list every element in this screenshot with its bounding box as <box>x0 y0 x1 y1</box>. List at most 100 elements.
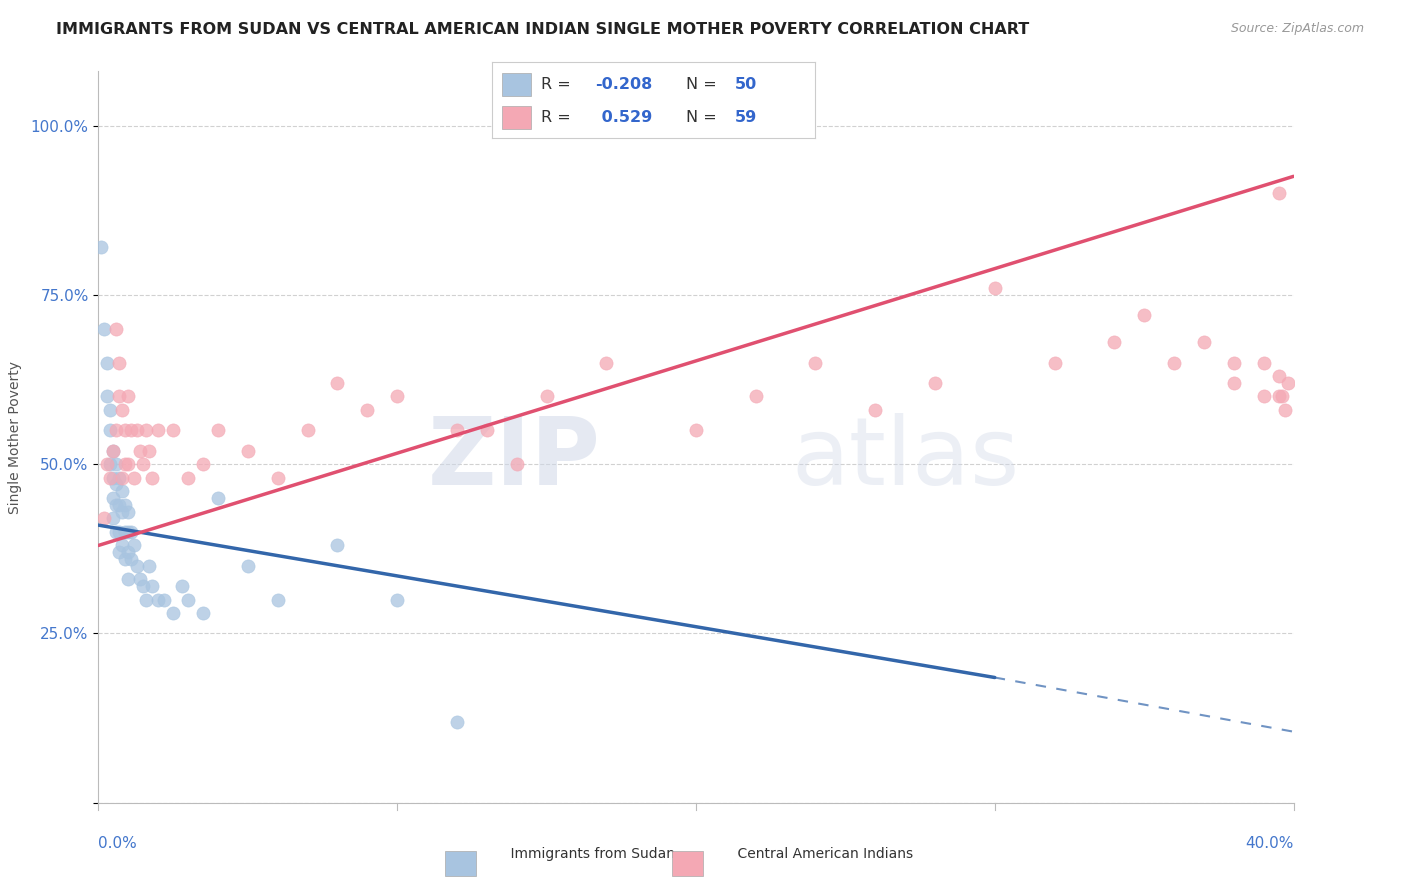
Text: IMMIGRANTS FROM SUDAN VS CENTRAL AMERICAN INDIAN SINGLE MOTHER POVERTY CORRELATI: IMMIGRANTS FROM SUDAN VS CENTRAL AMERICA… <box>56 22 1029 37</box>
Point <box>141 579 163 593</box>
Point <box>108 471 131 485</box>
Text: N =: N = <box>686 111 723 125</box>
Point <box>1277 376 1299 390</box>
Point <box>1043 355 1066 369</box>
Point <box>117 572 139 586</box>
Text: R =: R = <box>540 111 575 125</box>
Point <box>207 423 229 437</box>
Point <box>129 572 152 586</box>
Point <box>1267 369 1289 384</box>
Point <box>127 558 149 573</box>
Point <box>105 524 128 539</box>
Point <box>105 423 128 437</box>
Point <box>105 457 128 471</box>
Point <box>162 606 184 620</box>
Point <box>114 524 136 539</box>
Text: 40.0%: 40.0% <box>1246 836 1294 851</box>
Point <box>93 322 115 336</box>
Point <box>1253 389 1275 403</box>
Point <box>127 423 149 437</box>
Point <box>207 491 229 505</box>
Point <box>865 403 887 417</box>
Point <box>98 423 122 437</box>
Point <box>162 423 184 437</box>
Point <box>103 443 125 458</box>
Point <box>96 389 118 403</box>
Point <box>236 558 259 573</box>
Point <box>804 355 827 369</box>
Point <box>114 457 136 471</box>
Point <box>105 498 128 512</box>
Point <box>138 443 160 458</box>
Point <box>124 471 146 485</box>
Point <box>1267 389 1289 403</box>
Text: Central American Indians: Central American Indians <box>720 847 912 861</box>
Point <box>120 423 142 437</box>
Point <box>153 592 176 607</box>
Text: 50: 50 <box>734 77 756 92</box>
Point <box>120 552 142 566</box>
Point <box>745 389 768 403</box>
Point <box>111 538 134 552</box>
Point <box>446 423 468 437</box>
Point <box>1104 335 1126 350</box>
Point <box>98 403 122 417</box>
Point <box>984 281 1007 295</box>
Point <box>103 471 125 485</box>
Point <box>1223 355 1246 369</box>
Point <box>1192 335 1215 350</box>
Point <box>96 355 118 369</box>
Point <box>98 471 122 485</box>
Point <box>111 403 134 417</box>
Point <box>1163 355 1185 369</box>
Text: 59: 59 <box>734 111 756 125</box>
Point <box>117 457 139 471</box>
Point <box>103 443 125 458</box>
Point <box>105 322 128 336</box>
Point <box>685 423 707 437</box>
Point <box>90 240 112 254</box>
Point <box>114 498 136 512</box>
Point <box>111 471 134 485</box>
Text: 0.529: 0.529 <box>596 111 652 125</box>
Point <box>132 579 155 593</box>
Point <box>117 505 139 519</box>
Point <box>385 389 409 403</box>
Point <box>138 558 160 573</box>
Point <box>108 389 131 403</box>
Point <box>1253 355 1275 369</box>
Point <box>108 355 131 369</box>
Point <box>98 457 122 471</box>
Point <box>236 443 259 458</box>
Point <box>1271 389 1294 403</box>
Point <box>120 524 142 539</box>
Point <box>129 443 152 458</box>
Text: Immigrants from Sudan: Immigrants from Sudan <box>494 847 675 861</box>
Point <box>111 484 134 499</box>
Point <box>124 538 146 552</box>
Point <box>326 538 349 552</box>
Point <box>114 552 136 566</box>
Point <box>177 471 200 485</box>
Point <box>105 477 128 491</box>
Point <box>191 457 214 471</box>
Point <box>117 545 139 559</box>
Point <box>148 592 170 607</box>
Point <box>117 389 139 403</box>
Point <box>135 592 157 607</box>
FancyBboxPatch shape <box>502 73 531 95</box>
Text: atlas: atlas <box>792 413 1019 505</box>
Point <box>1133 308 1156 322</box>
Point <box>103 511 125 525</box>
Point <box>108 524 131 539</box>
Point <box>191 606 214 620</box>
Point <box>148 423 170 437</box>
Point <box>141 471 163 485</box>
Point <box>446 714 468 729</box>
Point <box>103 491 125 505</box>
Point <box>135 423 157 437</box>
Text: -0.208: -0.208 <box>596 77 652 92</box>
Point <box>93 511 115 525</box>
Point <box>108 545 131 559</box>
Point <box>267 471 290 485</box>
